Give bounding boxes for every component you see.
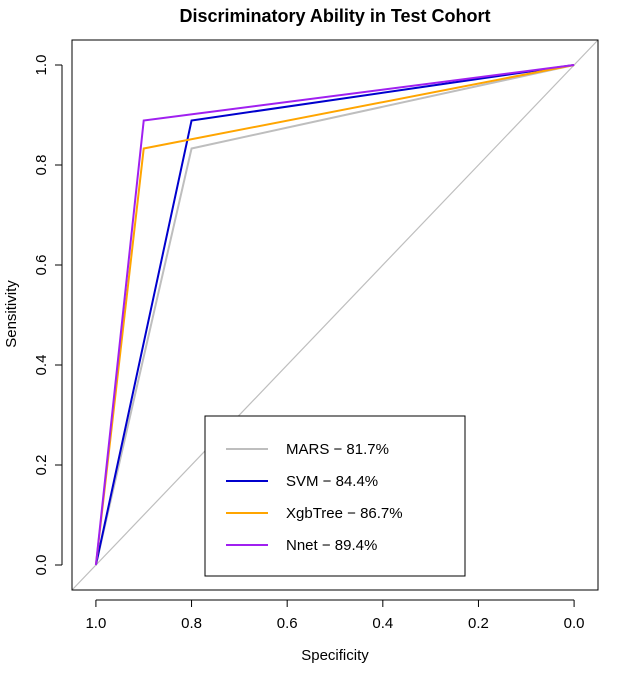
y-tick-label: 0.8 (33, 155, 50, 176)
legend: MARS − 81.7% SVM − 84.4% XgbTree − 86.7% Nn… (204, 415, 466, 577)
series-line-3 (94, 64, 575, 566)
legend-box (204, 415, 466, 577)
reference-diagonal-line (71, 39, 599, 591)
legend-label-1: SVM − 84.4% (286, 473, 378, 490)
plot-area (71, 39, 599, 591)
x-tick-label: 1.0 (85, 615, 106, 632)
legend-label-0: MARS − 81.7% (286, 441, 389, 458)
y-tick-label: 0.6 (33, 255, 50, 276)
x-tick-label: 0.4 (372, 615, 393, 632)
y-tick-label: 0.0 (33, 555, 50, 576)
axes: 1.0 0.8 0.6 0.4 0.2 0.0 0.0 0.2 0.4 0.6 0.8 1.0 (33, 55, 585, 632)
series-line-0 (94, 64, 575, 566)
x-tick-label: 0.2 (468, 615, 489, 632)
y-tick-label: 1.0 (33, 55, 50, 76)
legend-label-3: Nnet − 89.4% (286, 537, 377, 554)
x-tick-label: 0.0 (564, 615, 585, 632)
x-tick-label: 0.8 (181, 615, 202, 632)
x-axis-label: Specificity (301, 647, 369, 664)
y-tick-label: 0.4 (33, 355, 50, 376)
y-axis-label: Sensitivity (3, 280, 20, 348)
series-line-1 (94, 64, 575, 566)
plot-frame (71, 39, 599, 591)
chart-title: Discriminatory Ability in Test Cohort (179, 6, 490, 26)
legend-label-2: XgbTree − 86.7% (286, 505, 403, 522)
x-tick-label: 0.6 (277, 615, 298, 632)
y-tick-label: 0.2 (33, 455, 50, 476)
